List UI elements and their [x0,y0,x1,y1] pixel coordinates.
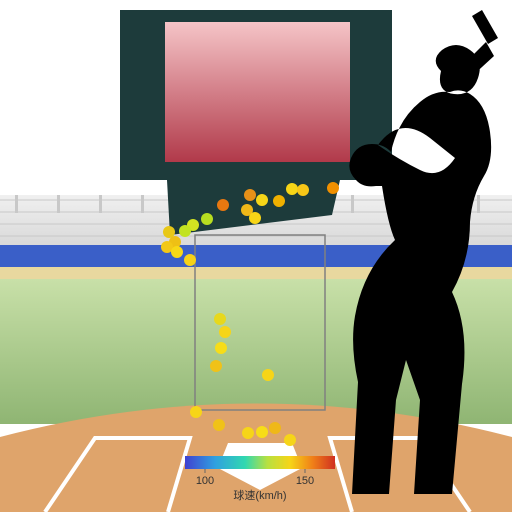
pitch-point [214,313,226,325]
pitch-point [327,182,339,194]
pitch-point [210,360,222,372]
pitch-point [244,189,256,201]
pitch-point [179,225,191,237]
pitch-point [171,246,183,258]
legend-tick-label: 150 [296,475,314,487]
pitch-point [297,184,309,196]
pitch-point [273,195,285,207]
pitch-point [284,434,296,446]
pitch-point [262,369,274,381]
pitch-point [217,199,229,211]
pitch-point [184,254,196,266]
legend-label: 球速(km/h) [233,488,286,502]
pitch-point [213,419,225,431]
pitch-point [249,212,261,224]
pitch-point [256,194,268,206]
pitch-point [201,213,213,225]
legend-gradient [185,456,335,469]
pitch-point [286,183,298,195]
pitch-point [242,427,254,439]
legend-tick-label: 100 [196,475,214,487]
pitch-point [256,426,268,438]
pitch-point [163,226,175,238]
pitch-point [215,342,227,354]
pitch-point [190,406,202,418]
pitch-point [219,326,231,338]
pitch-point [269,422,281,434]
